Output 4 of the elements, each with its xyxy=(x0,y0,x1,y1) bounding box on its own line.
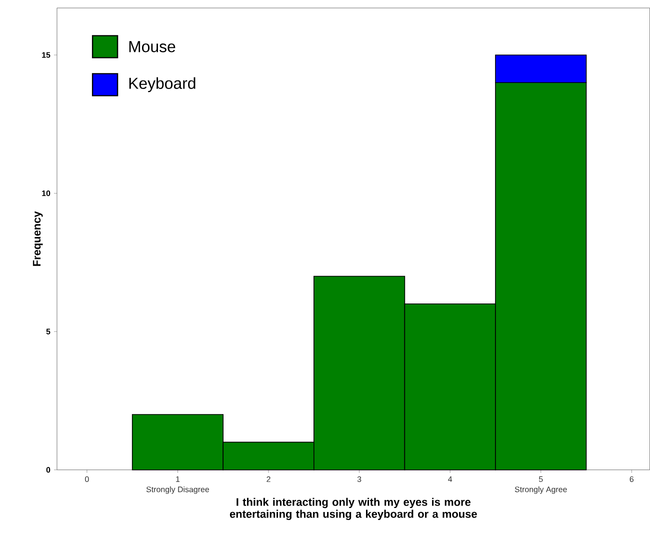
legend-label: Keyboard xyxy=(129,77,196,92)
x-axis-title: I think interacting only with my eyes is more entertaining than using a keyboard or a mouse xyxy=(230,498,477,520)
legend-label: Mouse xyxy=(129,41,176,52)
y-axis-title: Frequency xyxy=(32,211,43,266)
